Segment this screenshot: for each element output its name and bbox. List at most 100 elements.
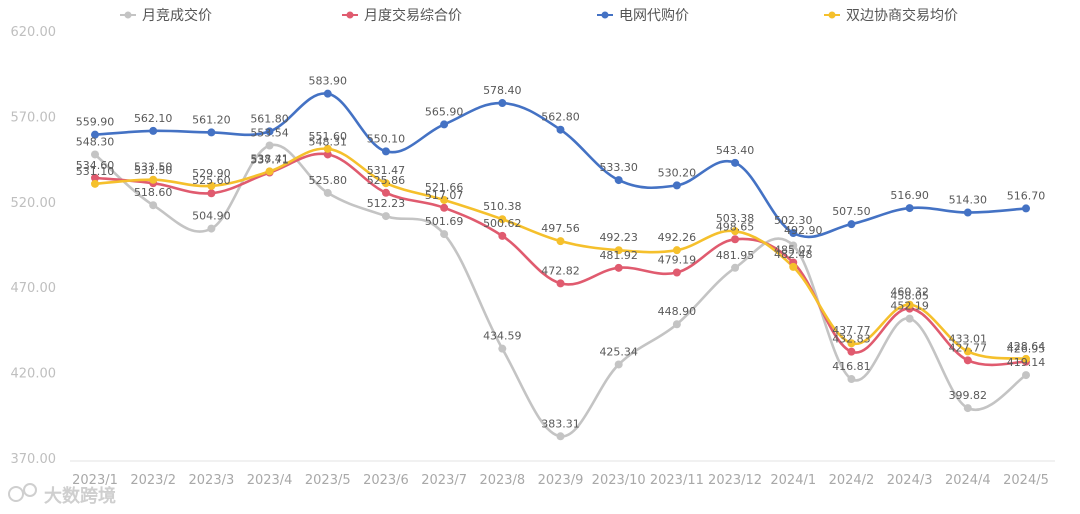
data-point[interactable]	[91, 130, 99, 139]
y-tick-label: 470.00	[11, 281, 57, 296]
data-point[interactable]	[731, 227, 740, 236]
data-point[interactable]	[498, 344, 507, 353]
data-point[interactable]	[614, 246, 623, 255]
data-label: 510.38	[483, 200, 522, 213]
data-point[interactable]	[440, 195, 449, 204]
data-point[interactable]	[672, 320, 681, 329]
data-label: 550.10	[367, 132, 406, 145]
data-point[interactable]	[614, 176, 623, 185]
data-point[interactable]	[847, 347, 856, 356]
data-point[interactable]	[789, 229, 798, 238]
series-line	[94, 143, 1027, 438]
data-point[interactable]	[614, 263, 623, 272]
data-point[interactable]	[323, 144, 332, 153]
data-point[interactable]	[731, 235, 740, 244]
data-point[interactable]	[91, 179, 99, 188]
data-point[interactable]	[556, 237, 565, 246]
data-label: 525.86	[367, 174, 406, 187]
data-point[interactable]	[207, 128, 216, 137]
x-tick-label: 2024/3	[887, 473, 933, 488]
data-point[interactable]	[1022, 204, 1030, 213]
data-point[interactable]	[1022, 354, 1030, 363]
data-point[interactable]	[905, 300, 914, 309]
data-label: 501.69	[425, 215, 464, 228]
data-point[interactable]	[847, 375, 856, 384]
data-label: 551.60	[309, 130, 348, 143]
data-point[interactable]	[614, 360, 623, 369]
data-point[interactable]	[963, 404, 972, 413]
data-point[interactable]	[440, 203, 449, 212]
data-point[interactable]	[672, 246, 681, 255]
legend-item[interactable]: 双边协商交易均价	[824, 7, 958, 24]
data-point[interactable]	[265, 127, 274, 136]
data-point[interactable]	[91, 173, 99, 182]
data-point[interactable]	[672, 268, 681, 277]
data-label: 504.90	[192, 210, 231, 223]
data-point[interactable]	[91, 150, 99, 159]
data-point[interactable]	[498, 215, 507, 224]
data-point[interactable]	[265, 167, 274, 176]
data-point[interactable]	[556, 279, 565, 288]
data-point[interactable]	[207, 189, 216, 198]
legend-label: 电网代购价	[619, 8, 689, 24]
data-point[interactable]	[149, 175, 158, 184]
watermark-logo-icon	[8, 486, 24, 502]
data-point[interactable]	[323, 150, 332, 159]
data-point[interactable]	[381, 179, 390, 188]
data-point[interactable]	[905, 204, 914, 213]
data-point[interactable]	[498, 99, 507, 108]
data-label: 548.30	[76, 135, 115, 148]
data-point[interactable]	[149, 126, 158, 135]
data-point[interactable]	[963, 347, 972, 356]
data-point[interactable]	[963, 356, 972, 365]
data-point[interactable]	[556, 432, 565, 441]
data-point[interactable]	[731, 263, 740, 272]
x-tick-label: 2024/1	[770, 473, 816, 488]
y-tick-label: 520.00	[11, 196, 57, 211]
data-point[interactable]	[847, 220, 856, 229]
data-point[interactable]	[498, 231, 507, 240]
data-point[interactable]	[847, 339, 856, 348]
data-label: 492.23	[599, 231, 638, 244]
data-point[interactable]	[149, 201, 158, 210]
x-tick-label: 2023/4	[247, 473, 293, 488]
data-label: 538.41	[250, 152, 289, 165]
data-point[interactable]	[207, 181, 216, 190]
data-point[interactable]	[265, 141, 274, 150]
data-point[interactable]	[905, 314, 914, 323]
x-tick-label: 2024/5	[1003, 473, 1049, 488]
data-label: 383.31	[541, 417, 580, 430]
legend-label: 月竞成交价	[142, 7, 212, 24]
legend-item[interactable]: 电网代购价	[597, 8, 689, 24]
data-point[interactable]	[207, 224, 216, 233]
data-point[interactable]	[789, 262, 798, 271]
data-point[interactable]	[440, 120, 449, 129]
x-tick-label: 2023/2	[130, 473, 176, 488]
data-point[interactable]	[1022, 371, 1030, 380]
data-point[interactable]	[381, 212, 390, 221]
data-point[interactable]	[381, 147, 390, 156]
data-point[interactable]	[672, 181, 681, 190]
data-label: 428.64	[1007, 340, 1046, 353]
legend-item[interactable]: 月竞成交价	[120, 7, 212, 24]
y-tick-label: 620.00	[11, 25, 57, 40]
data-point[interactable]	[556, 125, 565, 134]
x-tick-label: 2024/4	[945, 473, 991, 488]
axes: 370.00 420.00 470.00 520.00 570.00 620.00 2023…	[11, 25, 1055, 488]
data-point[interactable]	[323, 89, 332, 98]
watermark-logo-icon	[23, 483, 37, 497]
data-point[interactable]	[789, 241, 798, 250]
x-tick-label: 2023/1	[72, 473, 118, 488]
x-tick-label: 2023/9	[538, 473, 584, 488]
data-point[interactable]	[381, 188, 390, 197]
data-point[interactable]	[731, 158, 740, 167]
data-label: 548.31	[309, 135, 348, 148]
legend-item[interactable]: 月度交易综合价	[342, 7, 462, 24]
data-point[interactable]	[440, 230, 449, 239]
legend-marker-icon	[124, 11, 132, 19]
data-point[interactable]	[323, 188, 332, 197]
data-point[interactable]	[963, 208, 972, 217]
data-label: 561.80	[250, 112, 289, 125]
